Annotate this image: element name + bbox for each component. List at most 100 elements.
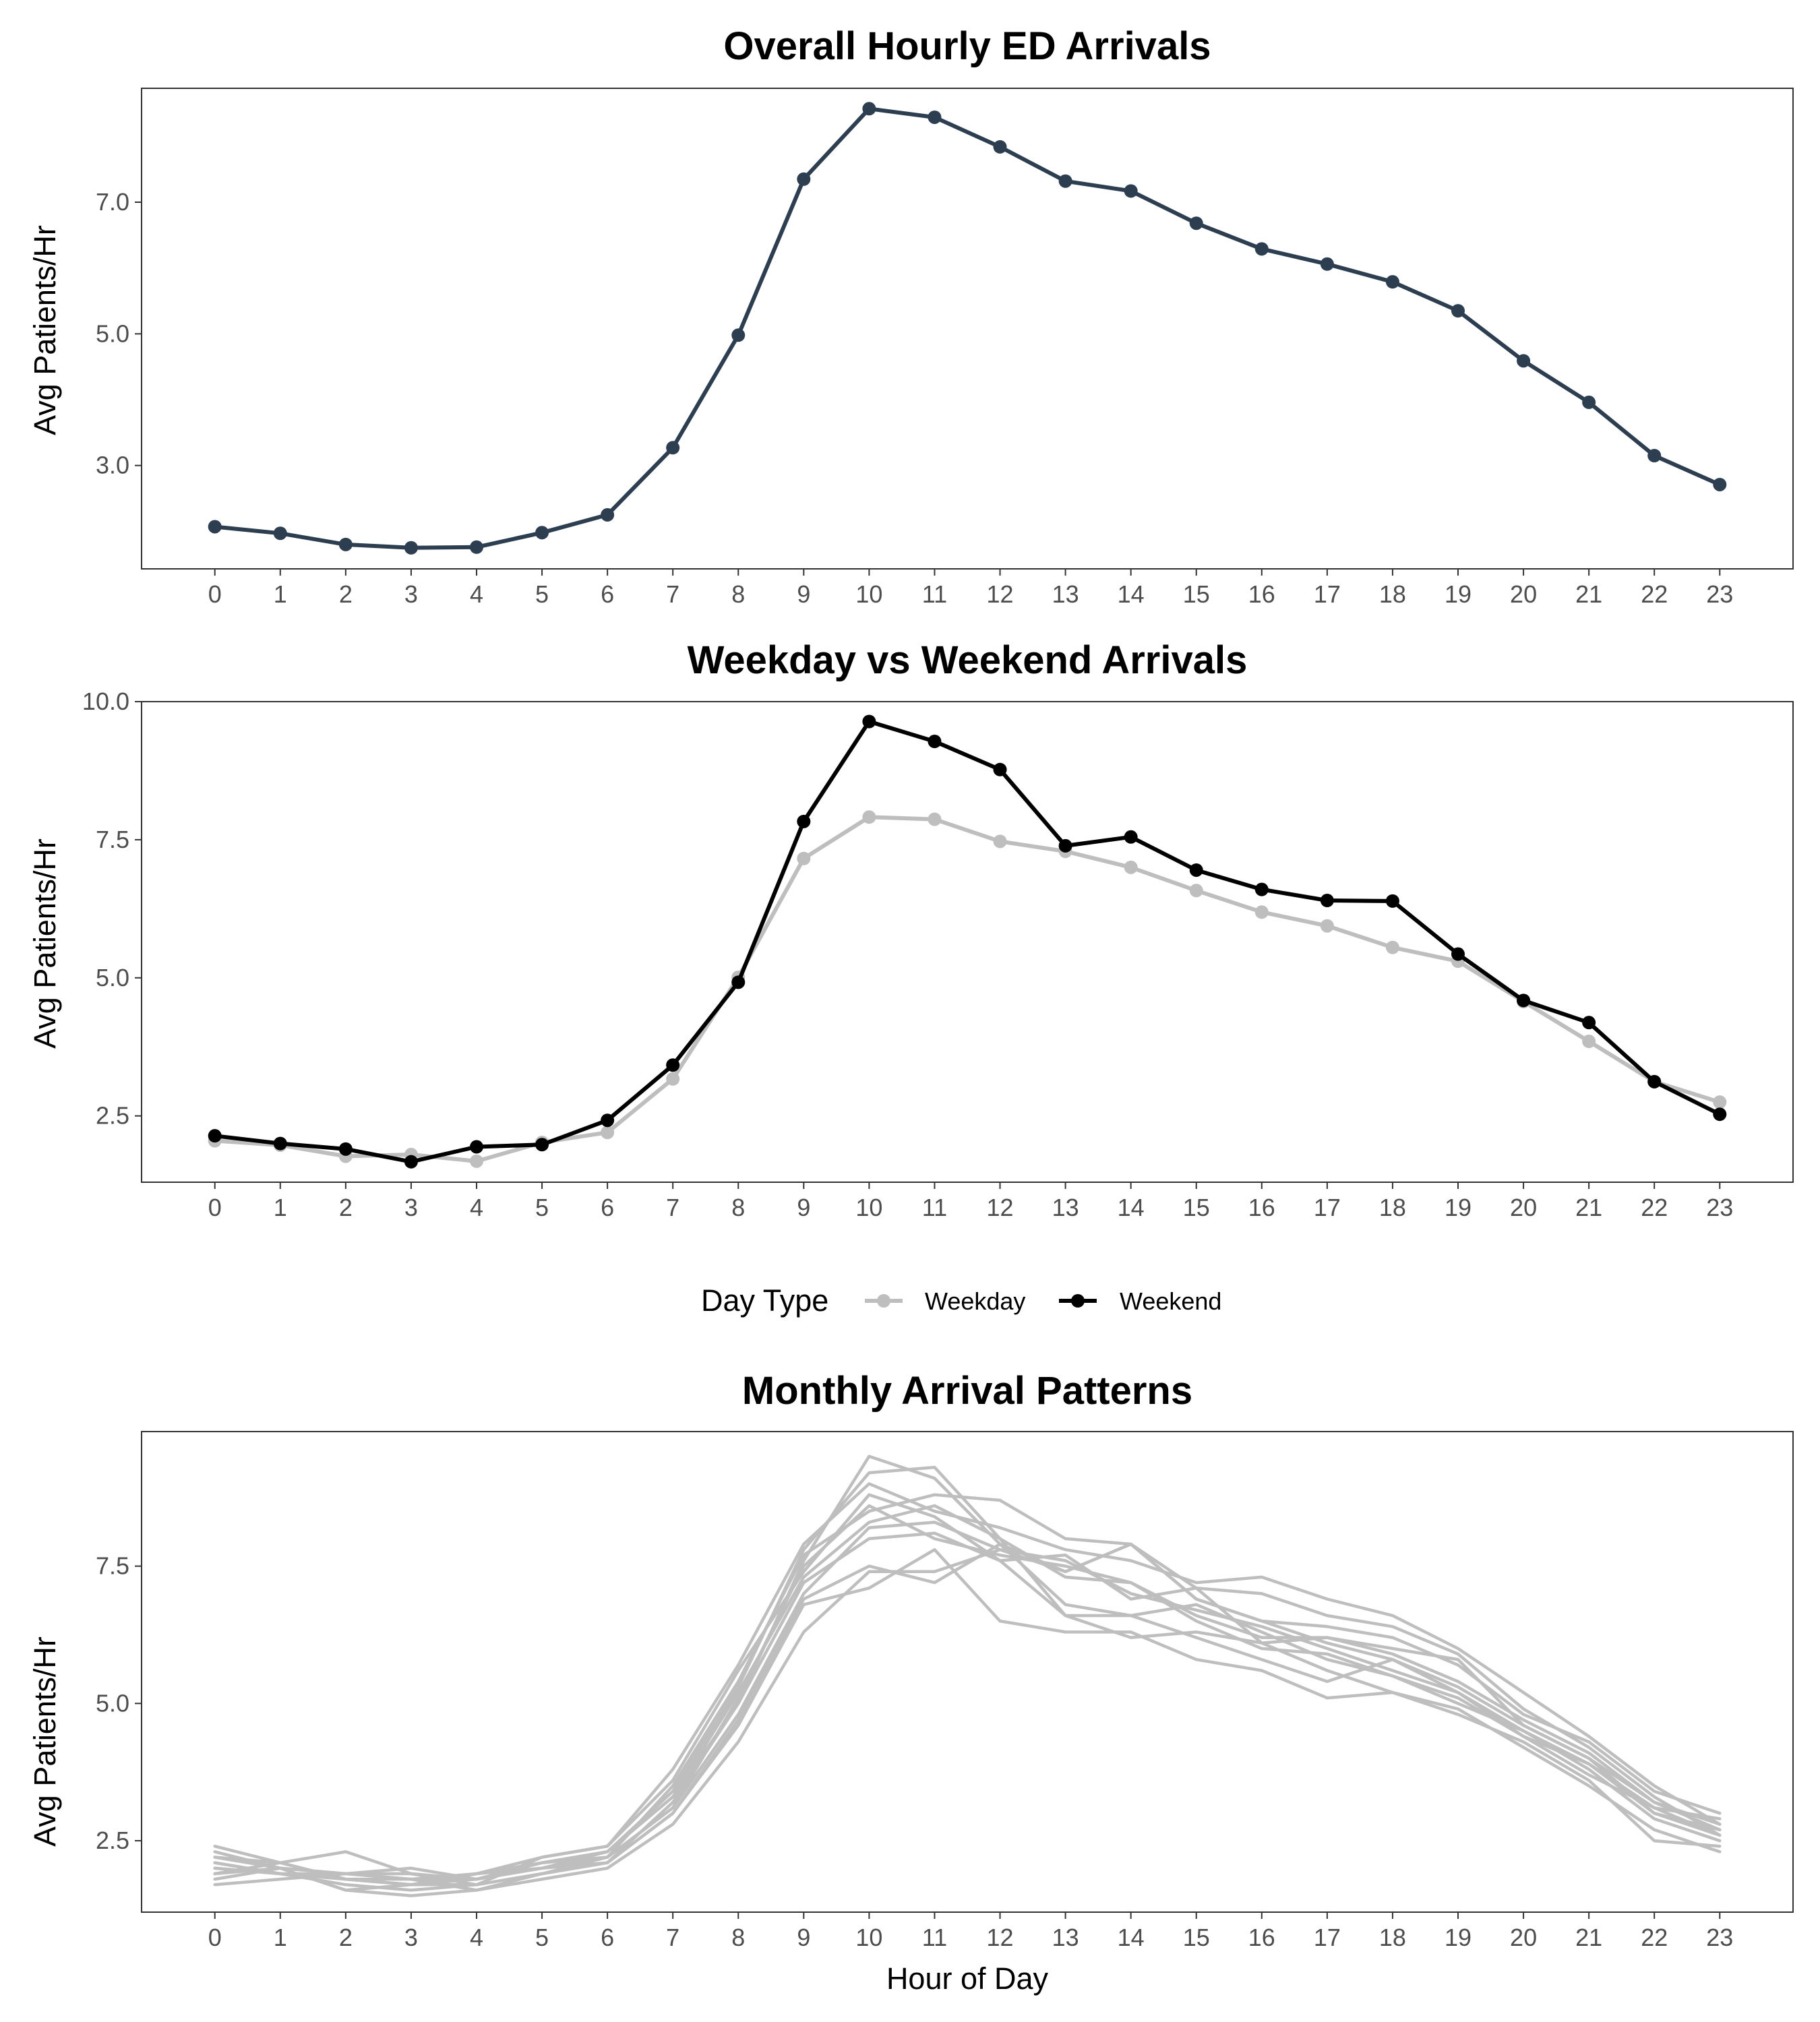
series-line-weekend	[212, 719, 1722, 1164]
series-line-month-10	[213, 1504, 1722, 1887]
x-tick-label: 1	[274, 580, 287, 608]
data-point-weekend	[1451, 947, 1465, 961]
x-tick-label: 10	[855, 580, 882, 608]
data-point-weekday	[993, 834, 1007, 849]
x-tick-label: 12	[987, 1924, 1014, 1951]
x-tick-label: 22	[1641, 1924, 1668, 1951]
data-point-month-1	[1582, 395, 1596, 409]
x-tick-label: 23	[1706, 580, 1733, 608]
x-tick-label: 10	[855, 1194, 882, 1221]
x-tick-label: 15	[1183, 1194, 1210, 1221]
x-tick-label: 21	[1575, 580, 1602, 608]
x-tick-label: 20	[1510, 580, 1537, 608]
x-tick-label: 6	[601, 1194, 614, 1221]
data-point-month-1	[731, 328, 746, 342]
plot-frame	[141, 701, 1794, 1183]
y-tick-label: 7.0	[96, 188, 129, 216]
data-point-month-1	[666, 441, 680, 455]
data-point-month-1	[993, 140, 1007, 154]
data-point-weekday	[862, 810, 876, 824]
x-tick-label: 18	[1379, 580, 1406, 608]
data-point-weekend	[1647, 1074, 1662, 1089]
data-point-month-1	[1189, 216, 1203, 231]
x-tick-label: 22	[1641, 1194, 1668, 1221]
chart-title: Monthly Arrival Patterns	[742, 1369, 1192, 1413]
data-point-weekend	[862, 714, 876, 729]
data-point-weekend	[1320, 894, 1334, 908]
y-tick-label: 2.5	[96, 1102, 129, 1130]
x-tick-label: 19	[1445, 1924, 1472, 1951]
x-tick-label: 15	[1183, 580, 1210, 608]
series-line-month-12	[213, 1504, 1722, 1881]
data-point-month-1	[1713, 477, 1727, 491]
x-tick-label: 3	[404, 1194, 418, 1221]
x-tick-label: 7	[666, 1924, 679, 1951]
x-tick-label: 23	[1706, 1924, 1733, 1951]
series-line-month-11	[213, 1548, 1722, 1892]
legend-key-weekday-point	[877, 1294, 890, 1308]
x-tick-label: 12	[987, 1194, 1014, 1221]
x-tick-label: 19	[1445, 580, 1472, 608]
y-tick-label: 5.0	[96, 1689, 129, 1717]
x-tick-label: 4	[470, 1924, 483, 1951]
data-point-weekday	[1124, 860, 1138, 874]
data-point-weekend	[338, 1142, 353, 1156]
chart-title: Weekday vs Weekend Arrivals	[688, 638, 1248, 682]
series-line-weekday	[212, 815, 1722, 1163]
x-axis-label: Hour of Day	[886, 1961, 1049, 1996]
x-tick-label: 10	[855, 1924, 882, 1951]
data-point-weekend	[1254, 882, 1269, 896]
data-point-weekend	[731, 975, 746, 989]
x-tick-label: 2	[339, 580, 353, 608]
x-tick-label: 14	[1118, 580, 1145, 608]
series-line-month-9	[213, 1482, 1722, 1881]
x-tick-label: 7	[666, 580, 679, 608]
y-axis-label: Avg Patients/Hr	[28, 1636, 62, 1847]
data-point-month-1	[1058, 174, 1072, 188]
data-point-month-1	[404, 541, 418, 555]
data-point-weekend	[1385, 894, 1399, 908]
x-tick-label: 5	[535, 1194, 549, 1221]
data-point-weekend	[208, 1129, 222, 1143]
data-point-month-1	[1647, 449, 1662, 463]
x-tick-label: 21	[1575, 1924, 1602, 1951]
x-tick-label: 18	[1379, 1194, 1406, 1221]
chart-title: Overall Hourly ED Arrivals	[723, 24, 1211, 68]
x-tick-label: 21	[1575, 1194, 1602, 1221]
data-point-weekday	[666, 1072, 680, 1086]
x-tick-label: 8	[731, 1194, 745, 1221]
data-point-weekend	[273, 1136, 287, 1151]
data-point-weekend	[666, 1058, 680, 1072]
x-tick-label: 20	[1510, 1194, 1537, 1221]
x-tick-label: 1	[274, 1924, 287, 1951]
x-tick-label: 5	[535, 1924, 549, 1951]
x-tick-label: 6	[601, 580, 614, 608]
data-point-weekday	[928, 812, 942, 826]
x-tick-label: 3	[404, 1924, 418, 1951]
data-point-month-1	[797, 172, 811, 186]
x-tick-label: 5	[535, 580, 549, 608]
data-point-weekend	[1517, 993, 1531, 1008]
legend: Day Type Weekday Weekend	[701, 1283, 1221, 1318]
y-tick-label: 3.0	[96, 452, 129, 479]
x-tick-label: 18	[1379, 1924, 1406, 1951]
x-tick-label: 9	[797, 1924, 810, 1951]
data-point-weekend	[1124, 830, 1138, 844]
x-tick-label: 1	[274, 1194, 287, 1221]
data-point-month-1	[1451, 304, 1465, 318]
series-line-month-6	[213, 1542, 1722, 1897]
x-tick-label: 11	[922, 580, 947, 608]
plot-frame	[141, 1431, 1794, 1913]
y-tick-label: 5.0	[96, 319, 129, 347]
plot-frame	[141, 88, 1794, 570]
data-point-month-1	[535, 526, 549, 540]
x-tick-label: 7	[666, 1194, 679, 1221]
x-tick-label: 2	[339, 1924, 353, 1951]
x-tick-label: 19	[1445, 1194, 1472, 1221]
data-point-month-1	[1254, 242, 1269, 256]
y-tick-label: 5.0	[96, 964, 129, 991]
legend-title: Day Type	[701, 1283, 828, 1318]
data-point-weekend	[797, 814, 811, 828]
data-point-weekend	[1189, 863, 1203, 877]
data-point-month-1	[1517, 354, 1531, 368]
